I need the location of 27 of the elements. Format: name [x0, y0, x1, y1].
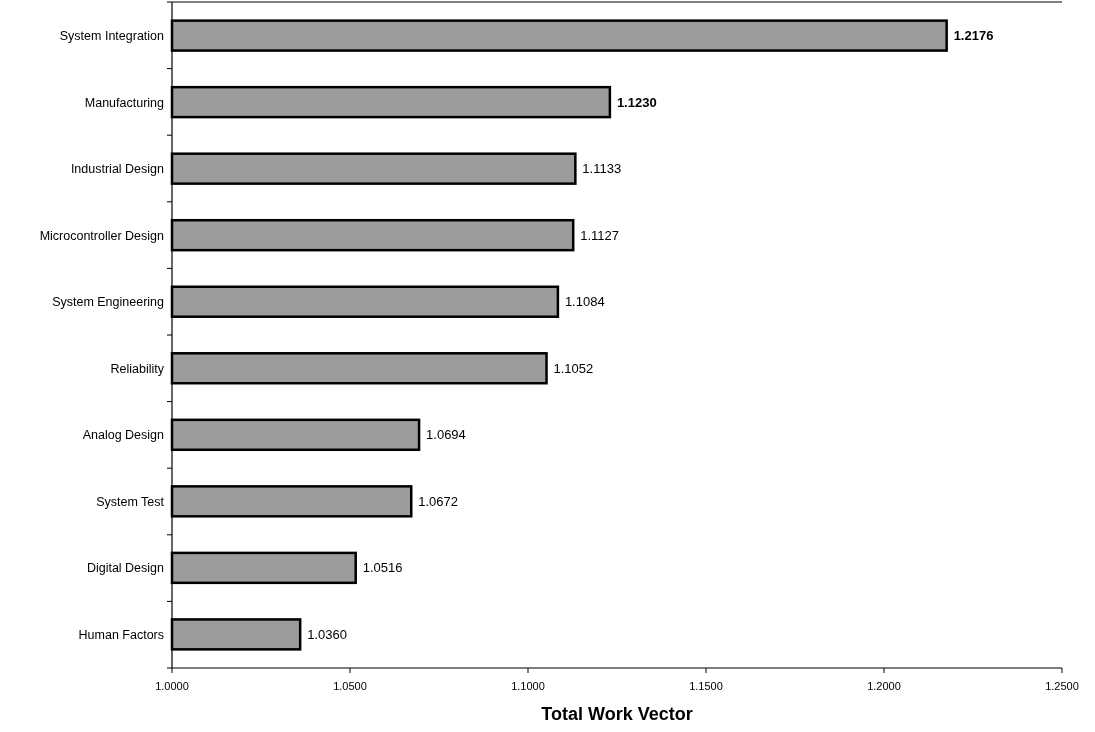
x-tick-label: 1.0000: [155, 680, 189, 692]
y-tick-label: Industrial Design: [70, 162, 165, 177]
y-tick-label: System Engineering: [52, 295, 165, 310]
data-label: 1.1127: [580, 227, 620, 243]
y-tick-label: Reliability: [110, 361, 165, 376]
data-label: 1.0672: [418, 493, 458, 509]
x-tick-label: 1.1500: [689, 680, 723, 692]
x-tick-label: 1.0500: [333, 680, 367, 692]
x-axis-title: Total Work Vector: [541, 704, 693, 724]
x-tick-label: 1.2000: [867, 680, 901, 692]
y-tick-label: Analog Design: [82, 428, 165, 443]
data-label: 1.1052: [553, 360, 594, 376]
x-tick-label: 1.1000: [511, 680, 545, 692]
y-tick-label: Microcontroller Design: [39, 228, 165, 243]
data-label: 1.1133: [582, 161, 622, 177]
x-tick-label: 1.2500: [1045, 680, 1079, 692]
data-label: 1.0694: [426, 427, 466, 443]
y-tick-label: Digital Design: [86, 561, 165, 576]
data-label: 1.1084: [564, 294, 605, 310]
y-tick-label: Human Factors: [78, 627, 164, 642]
y-tick-label: System Integration: [59, 28, 165, 43]
data-label: 1.1230: [616, 94, 657, 110]
data-label: 1.0360: [307, 626, 347, 642]
y-tick-label: Manufacturing: [84, 95, 165, 110]
data-label: 1.0516: [362, 560, 403, 576]
y-tick-label: System Test: [96, 494, 165, 509]
data-label: 1.2176: [953, 28, 994, 44]
